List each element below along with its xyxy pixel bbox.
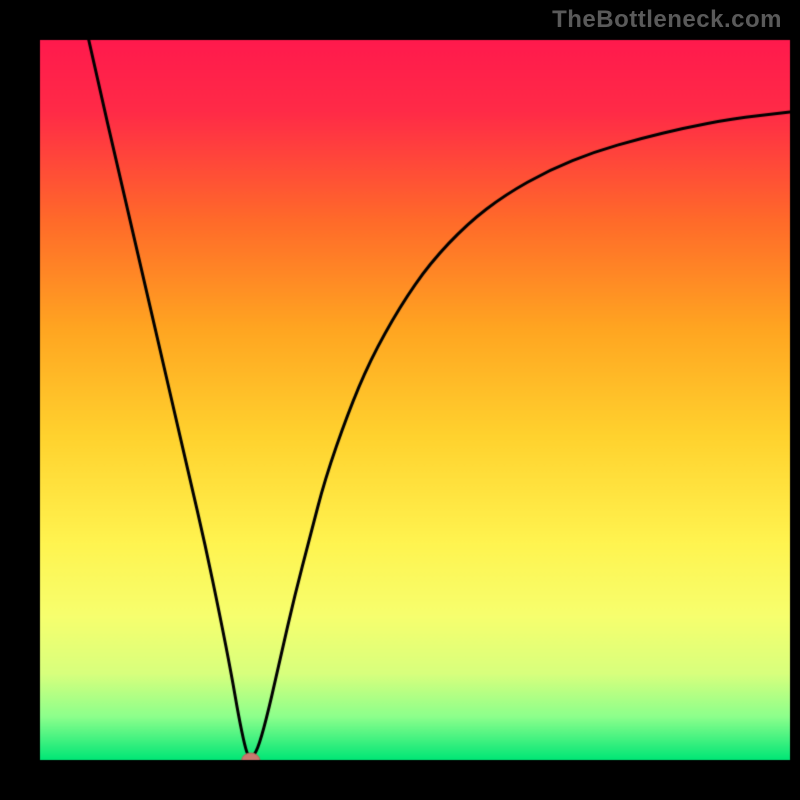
- watermark-label: TheBottleneck.com: [552, 6, 782, 34]
- chart-container: TheBottleneck.com: [0, 0, 800, 800]
- gradient-v-curve-chart: [0, 0, 800, 800]
